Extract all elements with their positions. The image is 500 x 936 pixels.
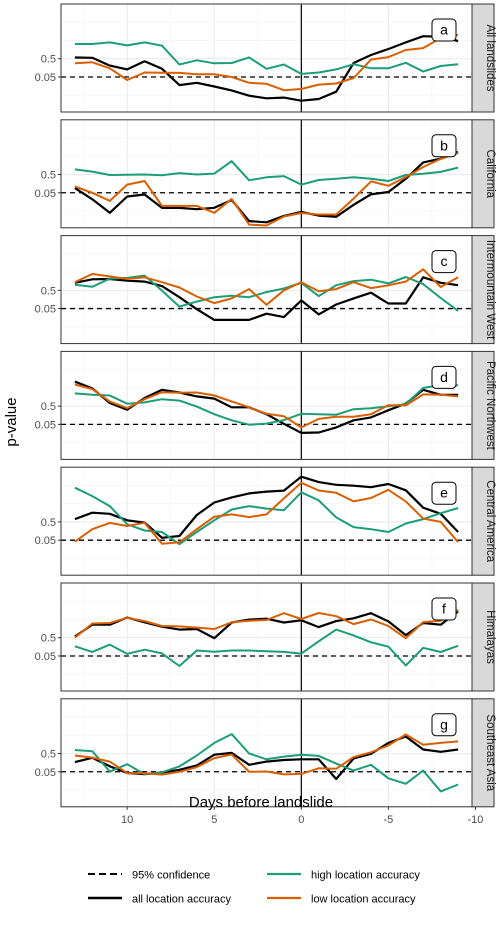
facet-strip: [471, 3, 495, 113]
panel-background: [61, 698, 472, 807]
series-line-high: [74, 486, 459, 546]
y-tick-label: 0.05: [35, 651, 56, 663]
panel-letter-box: [431, 18, 457, 42]
facet-strip-label: Intermountain West: [484, 240, 496, 340]
series-line-all: [74, 276, 459, 321]
y-tick-label: 0.05: [35, 188, 56, 200]
y-axis-label: p-value: [3, 397, 20, 446]
panel-b: 0.5 0.05 b California: [35, 119, 496, 229]
legend-label-all: all location accuracy: [132, 894, 232, 906]
panel-letter-box: [431, 597, 457, 621]
facet-strip-label: Southeast Asia: [484, 714, 496, 791]
panel-letter: b: [440, 137, 448, 153]
panel-letter: d: [440, 369, 448, 385]
panel-letter: g: [440, 716, 448, 732]
panel-letter: f: [442, 601, 446, 617]
y-tick-label: 0.05: [35, 767, 56, 779]
facet-strip-label: Pacific Northwest: [484, 361, 496, 451]
series-line-all: [74, 475, 459, 539]
series-line-low: [74, 609, 459, 640]
x-axis: 10 5 0 -5 -10: [121, 806, 484, 826]
panel-background: [61, 4, 472, 112]
y-tick-label: 0.05: [35, 419, 56, 431]
facet-strip: [471, 119, 495, 229]
y-tick-label: 0.5: [41, 401, 56, 413]
legend: 95% confidence high location accuracy al…: [88, 870, 420, 906]
facet-strip: [471, 582, 495, 692]
series-line-low: [74, 383, 459, 429]
panel-background: [61, 583, 472, 691]
y-tick-label: 0.05: [35, 535, 56, 547]
series-line-low: [74, 733, 459, 776]
series-line-high: [74, 160, 459, 186]
panel-f: 0.5 0.05 f Himalayas: [35, 582, 496, 692]
series-line-low: [74, 481, 459, 545]
panel-stack: 0.5 0.05 a All landslides 0.5 0.05 b California…: [35, 3, 496, 808]
series-line-all: [74, 35, 459, 102]
x-tick-label: -5: [384, 814, 394, 826]
panel-g: 0.5 0.05 g Southeast Asia: [35, 698, 496, 808]
series-line-low: [74, 268, 459, 306]
panel-e: 0.5 0.05 e Central America: [35, 466, 496, 576]
legend-label-high: high location accuracy: [311, 870, 420, 882]
panel-background: [61, 467, 472, 576]
series-line-high: [74, 733, 459, 793]
panel-letter-box: [431, 250, 457, 274]
panel-letter-box: [431, 713, 457, 737]
y-tick-label: 0.5: [41, 517, 56, 529]
x-axis-label: Days before landslide: [189, 794, 333, 811]
panel-letter-box: [431, 481, 457, 505]
x-tick-label: 5: [211, 814, 217, 826]
panel-letter: e: [440, 485, 448, 501]
series-line-high: [74, 628, 459, 667]
legend-label-confidence: 95% confidence: [132, 870, 210, 882]
facet-strip-label: California: [484, 150, 496, 199]
x-tick-label: 10: [121, 814, 133, 826]
facet-strip: [471, 466, 495, 576]
y-tick-label: 0.05: [35, 304, 56, 316]
facet-strip: [471, 235, 495, 345]
panel-a: 0.5 0.05 a All landslides: [35, 3, 496, 113]
y-tick-label: 0.5: [41, 285, 56, 297]
y-tick-label: 0.5: [41, 170, 56, 182]
y-tick-label: 0.5: [41, 633, 56, 645]
series-line-low: [74, 152, 459, 227]
facet-strip-label: Central America: [484, 480, 496, 562]
panel-letter-box: [431, 365, 457, 389]
panel-d: 0.5 0.05 d Pacific Northwest: [35, 350, 496, 460]
legend-label-low: low location accuracy: [311, 894, 416, 906]
facet-strip-label: Himalayas: [484, 610, 496, 664]
y-tick-label: 0.05: [35, 72, 56, 84]
panel-letter: c: [441, 253, 448, 269]
facet-strip: [471, 350, 495, 460]
series-line-low: [74, 33, 459, 92]
y-tick-label: 0.5: [41, 749, 56, 761]
facet-strip-label: All landslides: [484, 24, 496, 91]
panel-background: [61, 235, 472, 344]
y-tick-label: 0.5: [41, 54, 56, 66]
panel-letter-box: [431, 134, 457, 158]
x-tick-label: 0: [298, 814, 304, 826]
facet-strip: [471, 698, 495, 808]
x-tick-label: -10: [468, 814, 484, 826]
series-line-high: [74, 41, 459, 75]
panel-c: 0.5 0.05 c Intermountain West: [35, 235, 496, 345]
panel-letter: a: [440, 22, 448, 38]
series-line-high: [74, 274, 459, 312]
series-line-all: [74, 150, 459, 224]
